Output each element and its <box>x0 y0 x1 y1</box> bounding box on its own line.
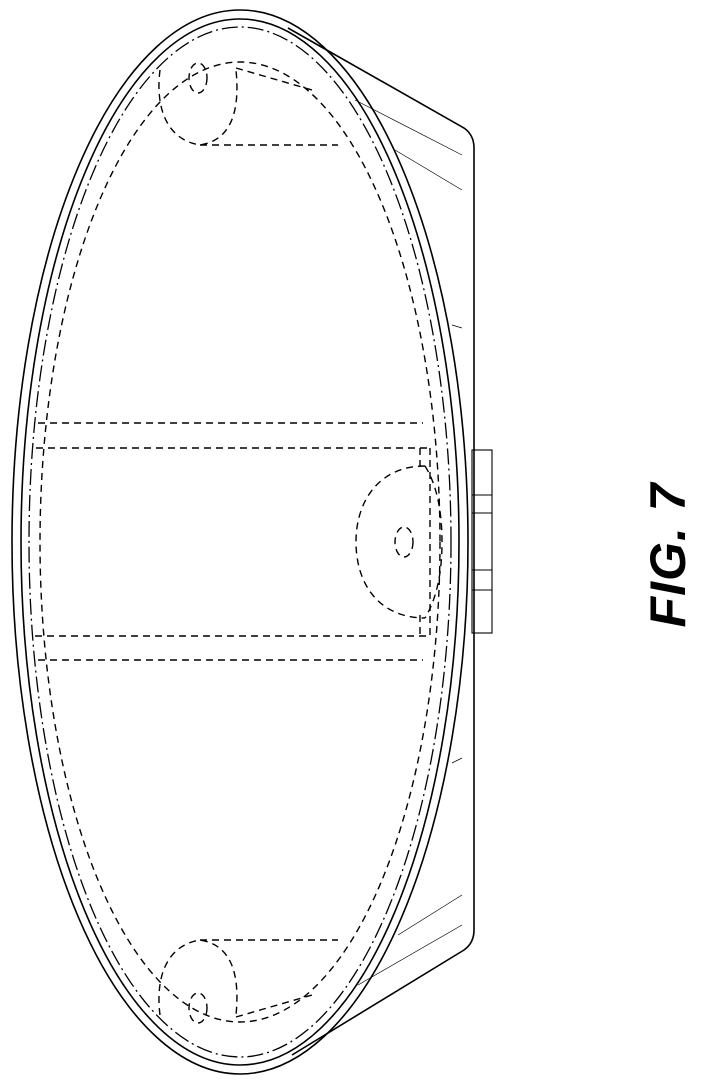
inner-rim <box>21 19 459 1065</box>
hidden-post-top <box>159 63 338 145</box>
side-wall <box>288 28 474 1055</box>
reference-outline <box>29 27 451 1057</box>
connector-block <box>472 450 492 633</box>
figure-label: FIG. 7 <box>639 483 697 628</box>
hidden-post-bottom <box>159 940 338 1023</box>
hidden-channel <box>35 423 430 660</box>
hidden-center-boss <box>356 466 442 618</box>
outer-rim <box>12 10 468 1074</box>
hidden-cavity <box>40 62 440 1022</box>
